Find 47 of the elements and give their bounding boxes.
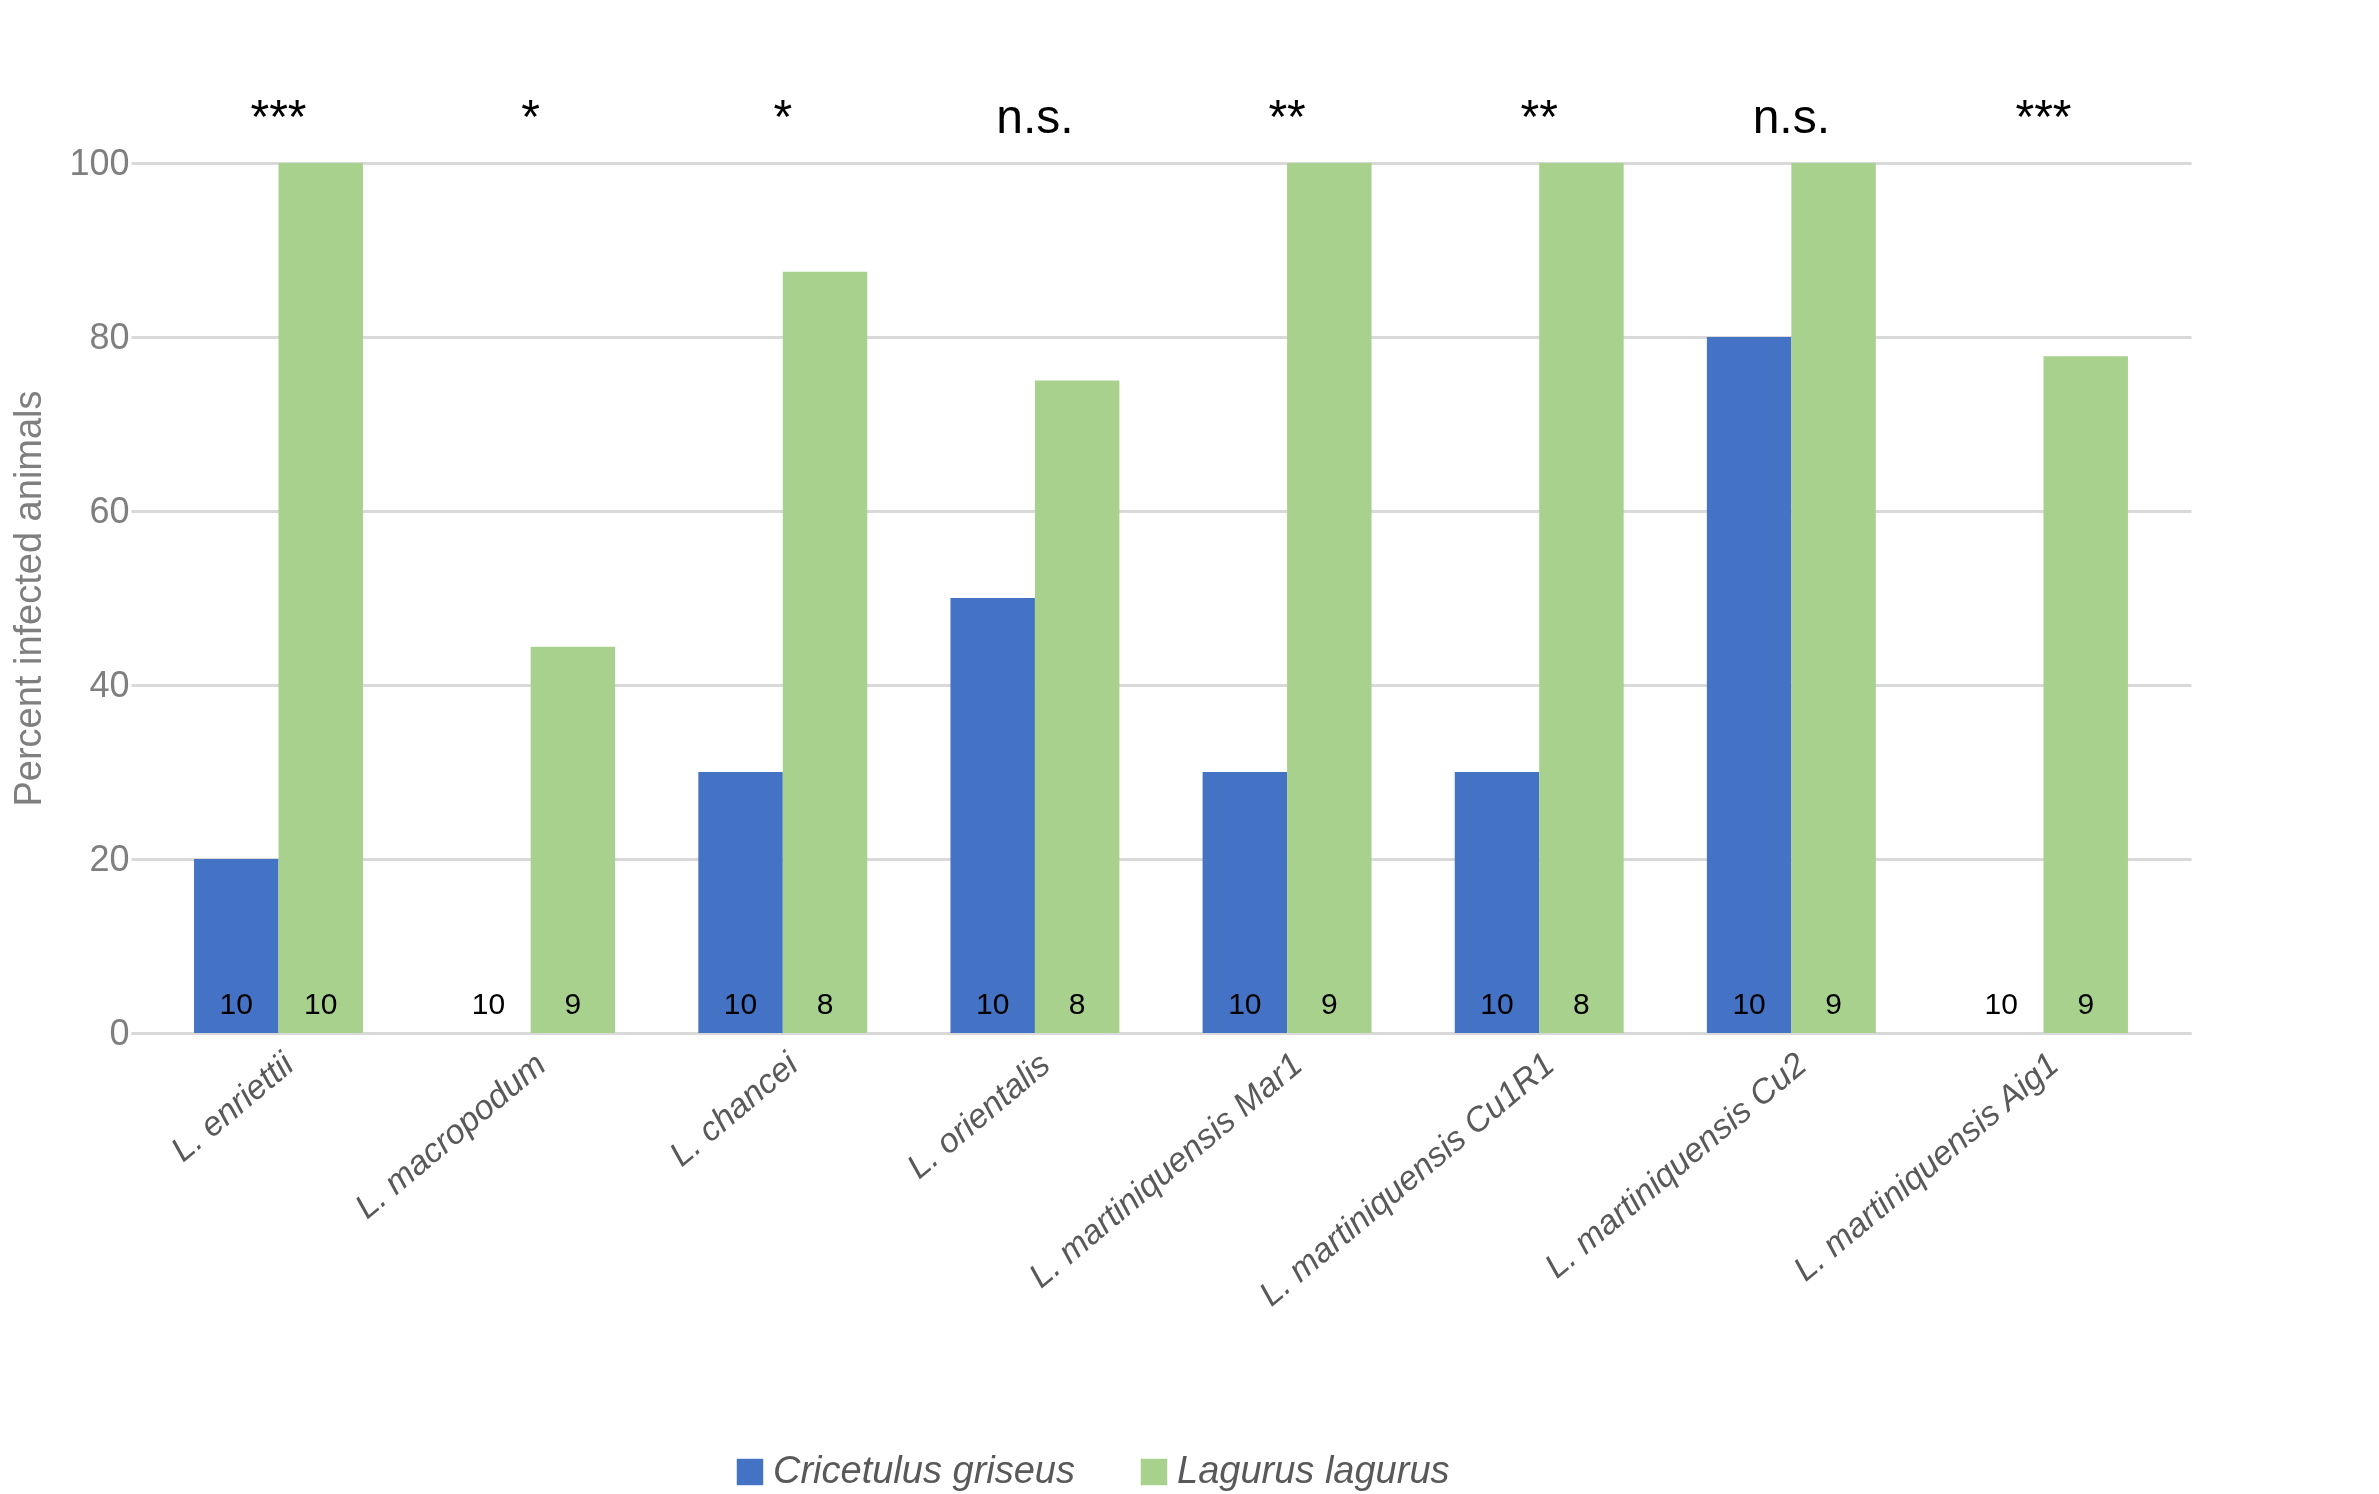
y-tick-label: 80	[89, 315, 130, 357]
text: ***	[2015, 90, 2072, 143]
bar	[1791, 163, 1876, 1033]
annotation: 10	[219, 987, 253, 1020]
bar	[1287, 163, 1372, 1033]
text: **	[1268, 90, 1306, 143]
annotation: 8	[816, 987, 834, 1020]
annotation: 10	[471, 987, 506, 1020]
y-tick-label: 40	[89, 663, 130, 705]
annotation: 9	[564, 987, 582, 1020]
y-tick-label: 60	[89, 489, 130, 531]
bar	[1202, 772, 1288, 1033]
annotation: 8	[1068, 987, 1086, 1020]
annotation: 10	[1732, 987, 1766, 1020]
y-tick-label: 0	[109, 1011, 130, 1053]
bar	[950, 598, 1035, 1033]
text: *	[773, 90, 793, 143]
annotation: 10	[1480, 987, 1514, 1020]
annotation: 8	[1573, 987, 1590, 1020]
bar	[1539, 163, 1624, 1033]
annotation: 10	[1228, 987, 1262, 1020]
text: **	[1520, 90, 1558, 143]
bar	[194, 859, 279, 1033]
legend-label: Lagurus lagurus	[1177, 1449, 1450, 1491]
text: n.s.	[996, 90, 1074, 143]
text: n.s.	[1752, 90, 1831, 143]
bar	[698, 772, 783, 1033]
bar	[1034, 380, 1120, 1033]
y-tick-label: 100	[69, 141, 130, 183]
y-axis-title: Percent infected animals	[7, 390, 50, 807]
annotation: 10	[976, 987, 1010, 1020]
annotation: 9	[1320, 987, 1338, 1020]
bar	[278, 163, 363, 1033]
bar	[782, 271, 868, 1033]
annotation: 9	[2077, 987, 2095, 1020]
text: ***	[250, 90, 307, 143]
annotation: 10	[304, 987, 338, 1020]
bar	[2043, 356, 2128, 1033]
annotation: 10	[723, 987, 758, 1020]
bar	[1454, 772, 1540, 1033]
text: *	[521, 90, 540, 143]
annotation: 9	[1825, 987, 1842, 1020]
y-tick-label: 20	[89, 837, 130, 879]
bar	[530, 646, 616, 1033]
legend-label: Cricetulus griseus	[773, 1449, 1075, 1491]
annotation: 10	[1984, 987, 2018, 1020]
bar	[1706, 337, 1792, 1033]
